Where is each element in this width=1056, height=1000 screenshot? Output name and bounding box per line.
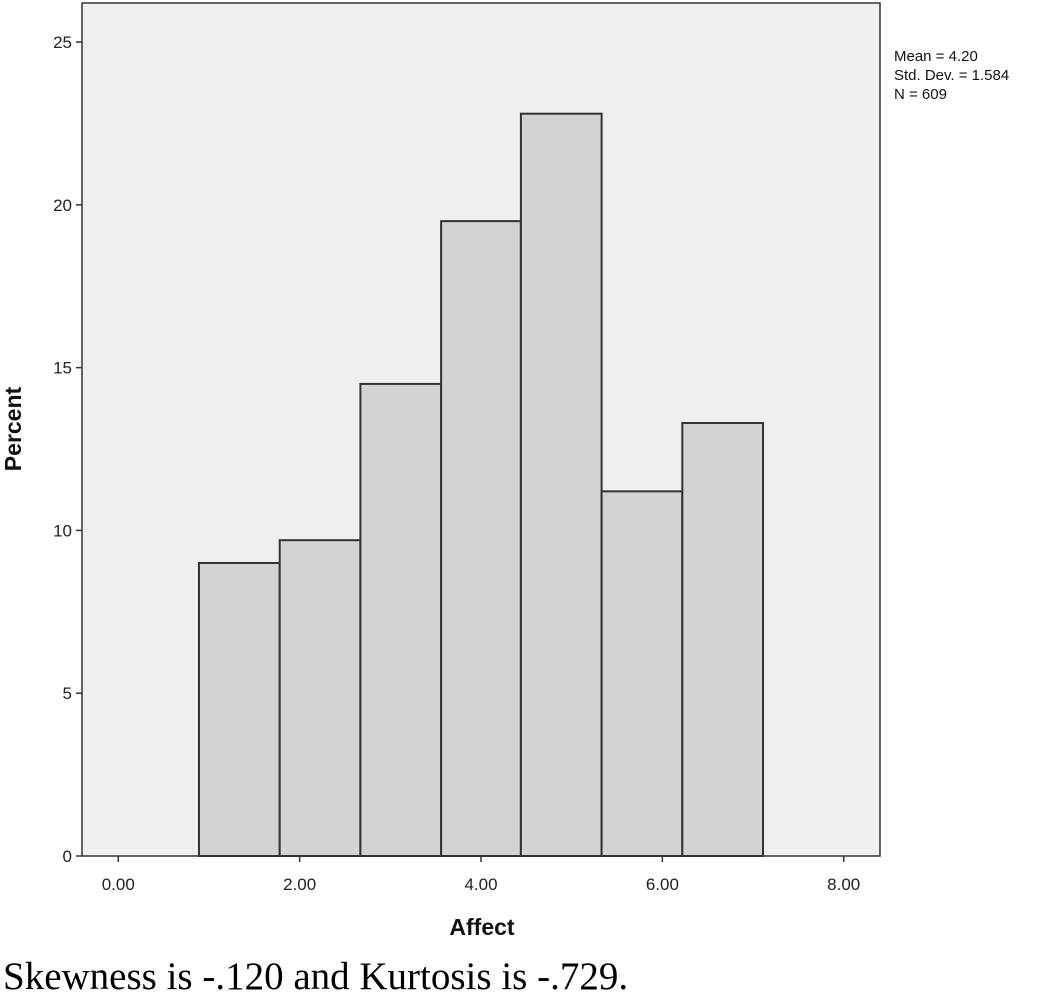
x-axis-title: Affect [449, 914, 515, 940]
histogram-bar-2 [278, 539, 362, 857]
x-tick-label: 6.00 [646, 875, 679, 894]
y-tick-label: 15 [53, 359, 72, 378]
histogram-bar-6 [600, 490, 684, 857]
stats-std-dev: Std. Dev. = 1.584 [894, 67, 1009, 84]
x-tick-label: 0.00 [102, 875, 135, 894]
x-tick-label: 2.00 [283, 875, 316, 894]
y-tick-label: 20 [53, 196, 72, 215]
y-tick-label: 25 [53, 33, 72, 52]
histogram-bar-3 [359, 382, 443, 857]
caption: Skewness is -.120 and Kurtosis is -.729. [3, 955, 629, 998]
bars [197, 112, 765, 858]
stats-mean: Mean = 4.20 [894, 48, 978, 65]
y-tick-label: 5 [63, 684, 72, 703]
y-axis: 0 5 10 15 20 25 [53, 33, 82, 866]
x-tick-label: 4.00 [464, 875, 497, 894]
histogram-bar-1 [197, 561, 281, 857]
y-tick-label: 10 [53, 521, 72, 540]
stats-box: Mean = 4.20 Std. Dev. = 1.584 N = 609 [894, 48, 1009, 103]
histogram-bar-7 [681, 421, 765, 857]
histogram-chart: 0.00 2.00 4.00 6.00 8.00 0 5 10 15 20 25 Affect P… [0, 2, 1009, 940]
histogram-bar-5 [519, 112, 603, 858]
histogram-bar-4 [440, 220, 522, 857]
x-tick-label: 8.00 [827, 875, 860, 894]
x-axis: 0.00 2.00 4.00 6.00 8.00 [102, 856, 860, 894]
y-tick-label: 0 [63, 847, 72, 866]
stats-n: N = 609 [894, 86, 947, 103]
y-axis-title: Percent [0, 386, 26, 471]
